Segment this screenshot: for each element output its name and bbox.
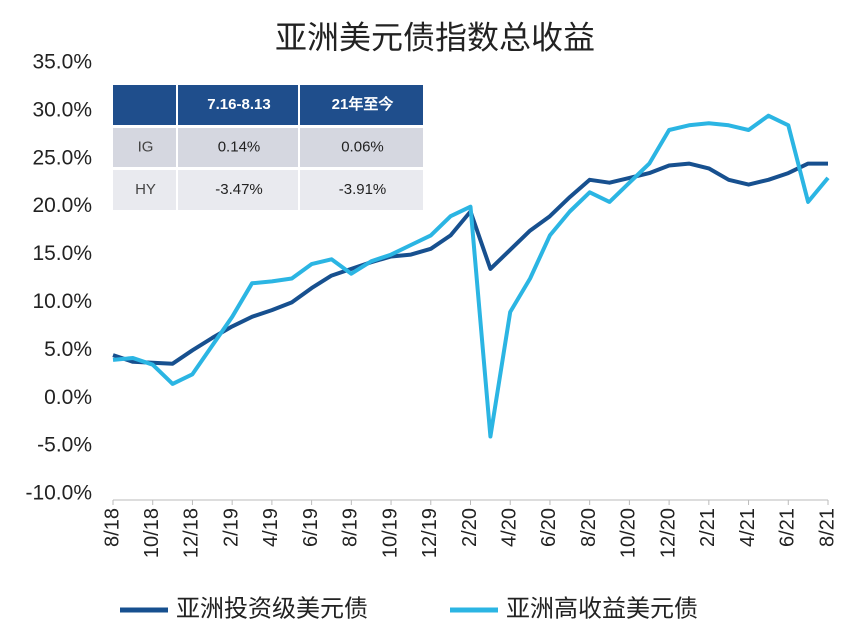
table-cell bbox=[300, 128, 423, 167]
table-header-text: 7.16-8.13 bbox=[207, 96, 270, 113]
x-tick-label: 4/21 bbox=[737, 508, 759, 547]
x-tick-label: 4/20 bbox=[499, 508, 521, 547]
y-tick-label: 30.0% bbox=[32, 98, 92, 121]
table-row-label: IG bbox=[138, 138, 154, 155]
x-tick-label: 2/20 bbox=[459, 508, 481, 547]
y-tick-label: -10.0% bbox=[25, 482, 92, 505]
x-tick-label: 8/19 bbox=[340, 508, 362, 547]
x-tick-label: 10/19 bbox=[379, 508, 401, 558]
table-cell-text: -3.91% bbox=[339, 181, 387, 198]
table-header-cell bbox=[178, 85, 298, 125]
legend-label: 亚洲投资级美元债 bbox=[176, 595, 368, 622]
table-row-label: HY bbox=[135, 181, 156, 198]
table-cell-text: 0.06% bbox=[341, 138, 384, 155]
x-tick-label: 2/19 bbox=[220, 508, 242, 547]
x-tick-label: 8/18 bbox=[101, 508, 123, 547]
table-cell-text: -3.47% bbox=[215, 181, 263, 198]
x-tick-label: 8/20 bbox=[578, 508, 600, 547]
y-tick-label: 35.0% bbox=[32, 51, 92, 74]
table-cell bbox=[178, 128, 298, 167]
x-tick-label: 12/20 bbox=[657, 508, 679, 558]
table-header-cell bbox=[300, 85, 423, 125]
x-tick-label: 10/20 bbox=[618, 508, 640, 558]
y-tick-label: 15.0% bbox=[32, 242, 92, 265]
table-cell bbox=[178, 170, 298, 210]
x-tick-label: 4/19 bbox=[260, 508, 282, 547]
x-tick-label: 6/21 bbox=[777, 508, 799, 547]
y-tick-label: 10.0% bbox=[32, 290, 92, 313]
table-header-cell bbox=[113, 85, 176, 125]
table-cell bbox=[113, 170, 176, 210]
y-tick-label: -5.0% bbox=[37, 434, 92, 457]
x-tick-label: 6/19 bbox=[300, 508, 322, 547]
y-tick-label: 0.0% bbox=[44, 386, 92, 409]
x-tick-label: 12/19 bbox=[419, 508, 441, 558]
y-tick-label: 20.0% bbox=[32, 194, 92, 217]
y-tick-label: 5.0% bbox=[44, 338, 92, 361]
legend-label: 亚洲高收益美元债 bbox=[506, 595, 698, 622]
table-cell bbox=[300, 170, 423, 210]
table-cell-text: 0.14% bbox=[218, 138, 261, 155]
series-line bbox=[112, 113, 830, 439]
x-tick-label: 12/18 bbox=[181, 508, 203, 558]
table-cell bbox=[113, 128, 176, 167]
chart-title: 亚洲美元债指数总收益 bbox=[275, 19, 595, 55]
y-tick-label: 25.0% bbox=[32, 146, 92, 169]
x-tick-label: 2/21 bbox=[697, 508, 719, 547]
x-tick-label: 6/20 bbox=[538, 508, 560, 547]
x-tick-label: 10/18 bbox=[141, 508, 163, 558]
table-header-text: 21年至今 bbox=[332, 95, 394, 113]
x-tick-label: 8/21 bbox=[816, 508, 838, 547]
